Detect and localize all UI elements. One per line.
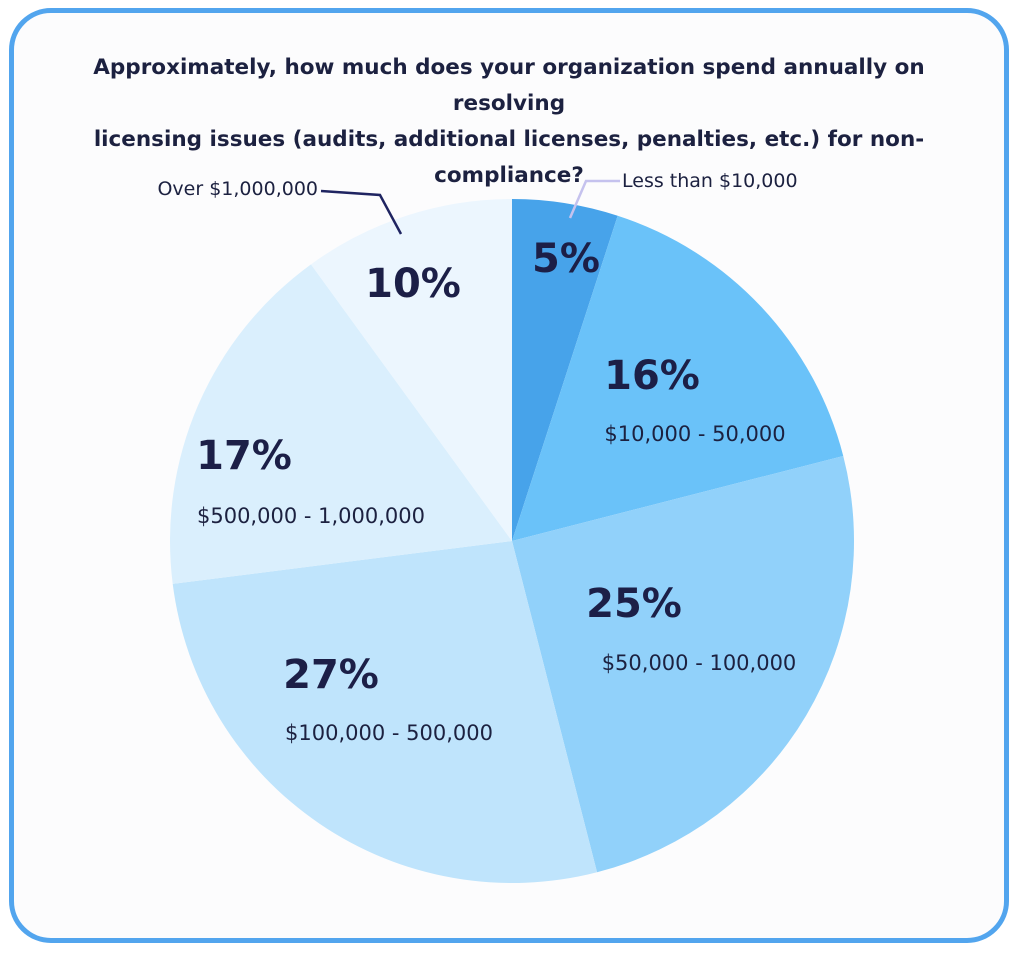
slice-category-label-10-000-50-000: $10,000 - 50,000: [604, 422, 785, 446]
pie-slice-over-1-000-000: [310, 199, 512, 541]
slice-percent-label-100-000-500-000: 27%: [283, 652, 379, 698]
slice-percent-label-over-1-000-000: 10%: [365, 261, 461, 307]
callout-line-less-than-10-000: [568, 179, 620, 219]
pie-slice-50-000-100-000: [512, 455, 855, 873]
callout-label-over-1-000-000: Over $1,000,000: [157, 178, 318, 200]
chart-title-line-1: Approximately, how much does your organi…: [93, 55, 925, 116]
chart-title-line-2: licensing issues (audits, additional lic…: [93, 127, 925, 188]
pie-slice-100-000-500-000: [172, 541, 598, 884]
slice-percent-label-500-000-1-000-000: 17%: [196, 433, 292, 479]
pie-slice-10-000-50-000: [512, 215, 844, 542]
slice-percent-label-less-than-10-000: 5%: [532, 236, 600, 282]
slice-percent-label-10-000-50-000: 16%: [604, 353, 700, 399]
pie-slice-500-000-1-000-000: [170, 264, 512, 584]
chart-title: Approximately, how much does your organi…: [34, 50, 984, 194]
slice-percent-label-50-000-100-000: 25%: [586, 581, 682, 627]
slice-category-label-100-000-500-000: $100,000 - 500,000: [285, 721, 493, 745]
callout-line-over-1-000-000: [320, 189, 403, 235]
pie-slice-less-than-10-000: [512, 199, 618, 541]
slice-category-label-500-000-1-000-000: $500,000 - 1,000,000: [197, 504, 425, 528]
slice-category-label-50-000-100-000: $50,000 - 100,000: [602, 651, 797, 675]
callout-label-less-than-10-000: Less than $10,000: [622, 170, 798, 192]
